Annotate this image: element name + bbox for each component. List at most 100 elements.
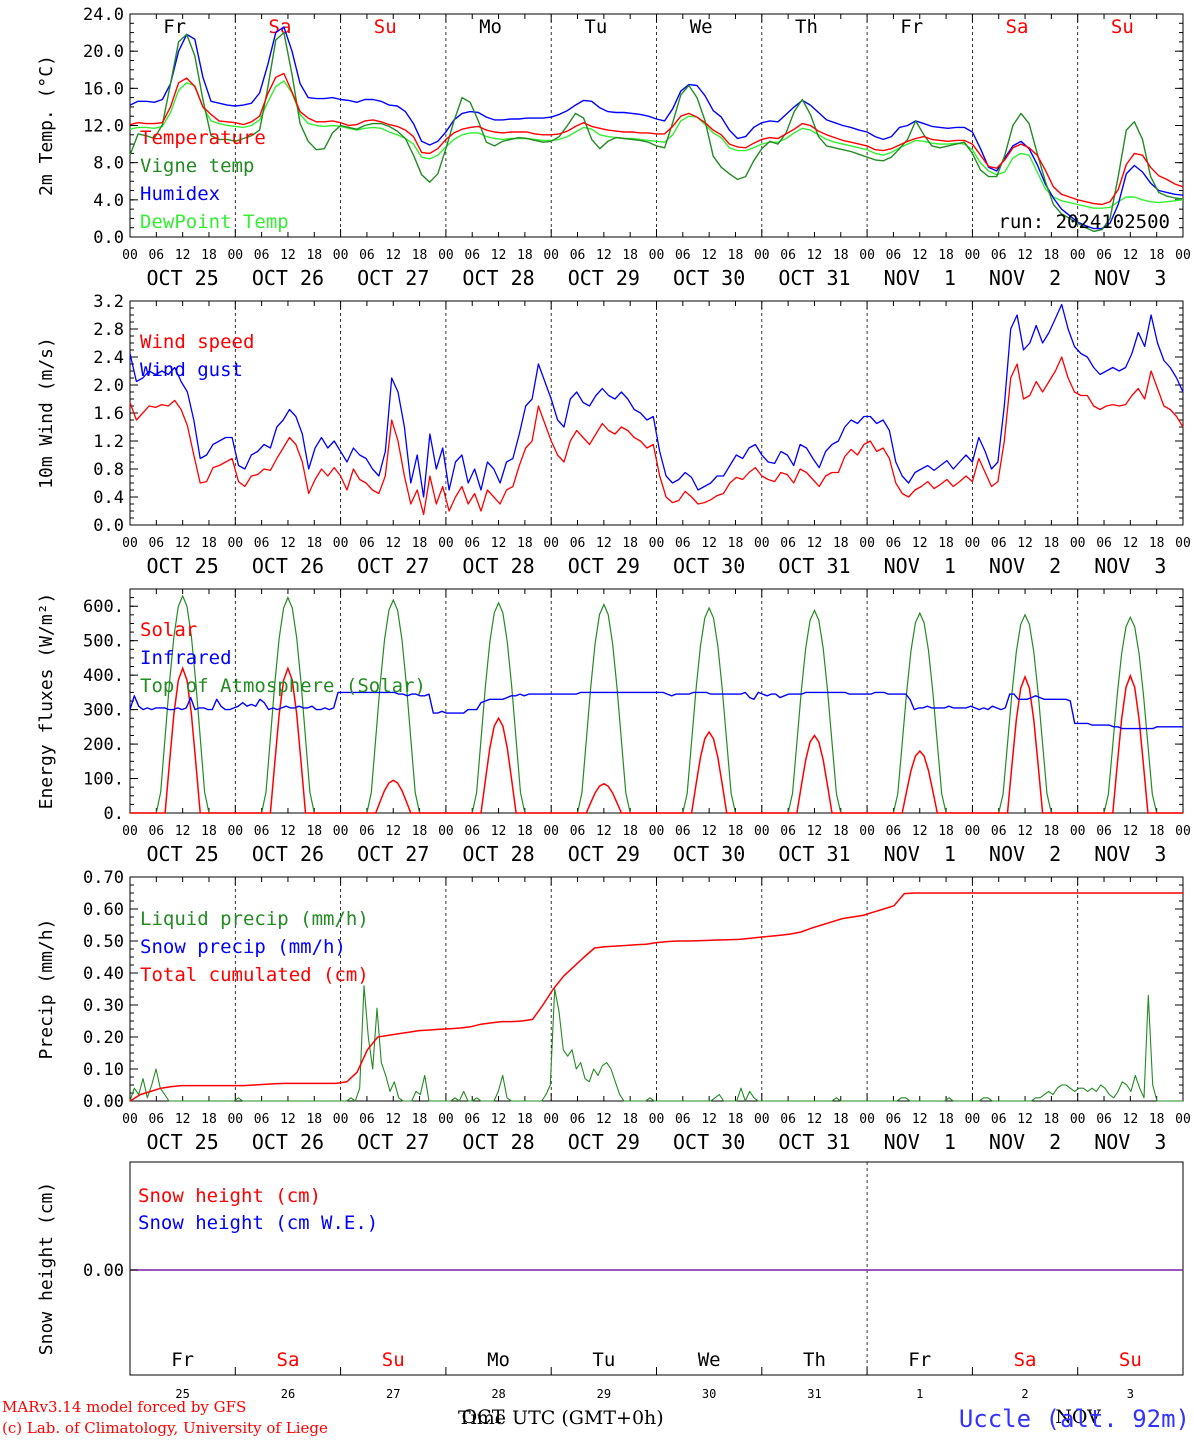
weekday-label: Sa [1014, 1349, 1037, 1371]
hour-tick-label: 06 [254, 536, 270, 551]
hour-tick-label: 12 [701, 824, 717, 839]
hour-tick-label: 00 [859, 1112, 875, 1127]
hour-tick-label: 12 [912, 824, 928, 839]
day-number-label: 1 [916, 1387, 923, 1401]
y-tick-label: 200. [83, 735, 124, 755]
plot-frame [129, 13, 1184, 238]
series-line [129, 356, 1184, 516]
hour-tick-label: 00 [754, 1112, 770, 1127]
y-tick-label: 0.00 [83, 1092, 124, 1112]
legend-entry: DewPoint Temp [140, 211, 289, 233]
day-label: OCT 25 [147, 266, 219, 290]
hour-tick-label: 12 [1017, 824, 1033, 839]
hour-tick-label: 12 [175, 1112, 191, 1127]
hour-tick-label: 00 [859, 536, 875, 551]
hour-tick-label: 00 [122, 1112, 138, 1127]
legend-entry: Solar [140, 619, 197, 641]
weekday-label: Su [1119, 1349, 1142, 1371]
hour-tick-label: 06 [675, 248, 691, 263]
hour-tick-label: 12 [280, 1112, 296, 1127]
weekday-label: Su [374, 16, 397, 38]
month-label: OCT [462, 1406, 505, 1428]
hour-tick-label: 12 [807, 1112, 823, 1127]
hour-tick-label: 18 [833, 1112, 849, 1127]
y-axis-label: Snow height (cm) [36, 1182, 57, 1355]
series-line [129, 72, 1184, 206]
y-tick-label: 0.0 [93, 516, 124, 536]
weekday-label: Su [382, 1349, 405, 1371]
hour-tick-label: 12 [491, 248, 507, 263]
hour-tick-label: 12 [1017, 1112, 1033, 1127]
day-number-label: 27 [386, 1387, 400, 1401]
day-label: OCT 25 [147, 842, 219, 866]
day-label: OCT 29 [568, 1130, 640, 1154]
hour-tick-label: 00 [122, 824, 138, 839]
y-tick-label: 0.50 [83, 932, 124, 952]
hour-tick-label: 00 [1175, 824, 1191, 839]
weekday-label: Fr [908, 1349, 931, 1371]
day-label: OCT 26 [252, 842, 324, 866]
hour-tick-label: 12 [807, 824, 823, 839]
hour-tick-label: 12 [175, 248, 191, 263]
hour-tick-label: 18 [1044, 536, 1060, 551]
hour-tick-label: 06 [148, 536, 164, 551]
hour-tick-label: 06 [570, 536, 586, 551]
hour-tick-label: 00 [859, 824, 875, 839]
hour-tick-label: 00 [649, 536, 665, 551]
day-label: OCT 27 [357, 266, 429, 290]
legend-entry: Humidex [140, 183, 220, 205]
y-tick-label: 1.2 [93, 432, 124, 452]
hour-tick-label: 00 [333, 536, 349, 551]
y-tick-label: 2.8 [93, 320, 124, 340]
day-label: OCT 30 [673, 554, 745, 578]
hour-tick-label: 06 [464, 536, 480, 551]
hour-tick-label: 18 [622, 536, 638, 551]
legend-entry: Wind gust [140, 359, 243, 381]
y-tick-label: 1.6 [93, 404, 124, 424]
panel-2: 0.0 0.4 0.8 1.2 1.6 2.0 2.4 2.8 3.2 10m Wind (m/s… [36, 292, 1191, 578]
y-tick-label: 24.0 [83, 5, 124, 25]
hour-tick-label: 18 [1044, 1112, 1060, 1127]
hour-tick-label: 06 [886, 536, 902, 551]
plot-frame [129, 588, 1184, 814]
hour-tick-label: 00 [649, 248, 665, 263]
hour-tick-label: 18 [1149, 248, 1165, 263]
weekday-label: Mo [479, 16, 502, 38]
weekday-label: Mo [487, 1349, 510, 1371]
hour-tick-label: 00 [965, 536, 981, 551]
hour-tick-label: 18 [412, 824, 428, 839]
day-number-label: 26 [281, 1387, 295, 1401]
y-tick-label: 8.0 [93, 154, 124, 174]
hour-tick-label: 06 [1096, 824, 1112, 839]
hour-tick-label: 00 [965, 248, 981, 263]
day-number-label: 25 [175, 1387, 189, 1401]
hour-tick-label: 18 [201, 248, 217, 263]
hour-tick-label: 06 [254, 1112, 270, 1127]
hour-tick-label: 06 [886, 824, 902, 839]
hour-tick-label: 00 [1175, 248, 1191, 263]
hour-tick-label: 06 [780, 248, 796, 263]
hour-tick-label: 06 [780, 536, 796, 551]
credit-line-2: (c) Lab. of Climatology, University of L… [2, 1419, 328, 1437]
day-label: OCT 25 [147, 554, 219, 578]
hour-tick-label: 12 [1017, 536, 1033, 551]
legend-entry: Vigne temp [140, 155, 254, 177]
day-number-label: 29 [597, 1387, 611, 1401]
hour-tick-label: 00 [649, 824, 665, 839]
hour-tick-label: 12 [912, 536, 928, 551]
day-label: NOV 3 [1094, 842, 1166, 866]
hour-tick-label: 12 [385, 824, 401, 839]
series-line [129, 26, 1184, 230]
hour-tick-label: 18 [201, 536, 217, 551]
y-tick-label: 2.4 [93, 348, 124, 368]
hour-tick-label: 18 [306, 824, 322, 839]
hour-tick-label: 06 [780, 824, 796, 839]
hour-tick-label: 00 [754, 536, 770, 551]
day-label: OCT 28 [462, 842, 534, 866]
day-label: NOV 1 [884, 554, 956, 578]
hour-tick-label: 00 [543, 536, 559, 551]
y-tick-label: 0.10 [83, 1060, 124, 1080]
day-label: OCT 28 [462, 1130, 534, 1154]
hour-tick-label: 18 [622, 248, 638, 263]
y-tick-label: 0.00 [83, 1261, 124, 1281]
